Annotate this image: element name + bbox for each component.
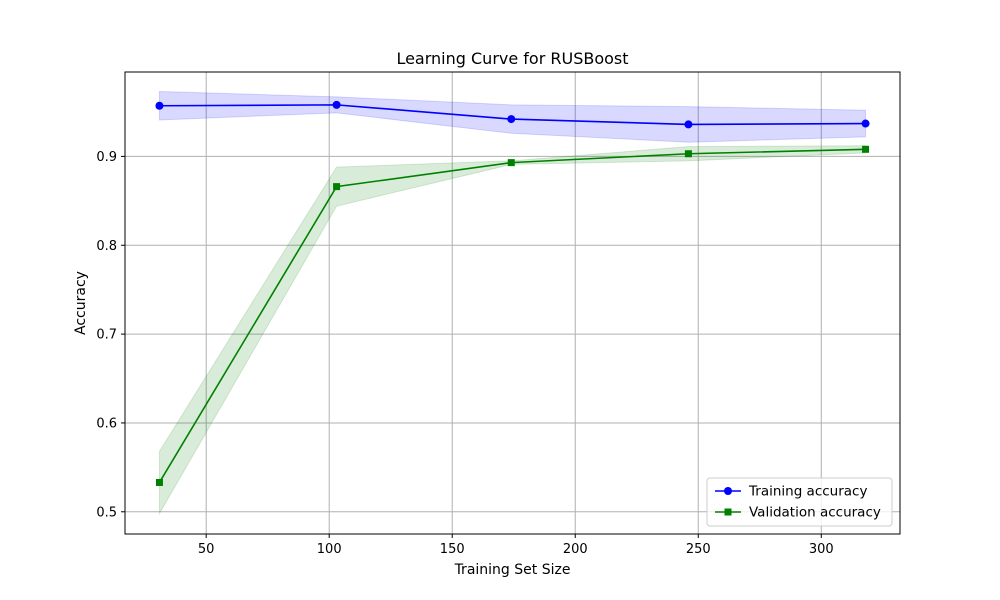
legend-validation-accuracy-marker xyxy=(724,508,732,516)
legend: Training accuracy Validation accuracy xyxy=(706,477,893,527)
validation-accuracy-point xyxy=(862,145,870,153)
training-accuracy-point xyxy=(155,101,164,110)
x-axis-label: Training Set Size xyxy=(454,562,571,578)
legend-validation-accuracy-label: Validation accuracy xyxy=(749,505,881,521)
validation-accuracy-point xyxy=(155,478,163,486)
plot-area-frame xyxy=(124,71,901,535)
x-tick-label: 50 xyxy=(198,542,215,557)
y-tick-label: 0.6 xyxy=(96,416,117,431)
x-tick-label: 250 xyxy=(686,542,711,557)
x-tick-label: 300 xyxy=(809,542,834,557)
training-accuracy-point xyxy=(684,120,693,129)
series-markers xyxy=(155,100,870,486)
validation-accuracy-point xyxy=(507,159,515,167)
legend-box xyxy=(706,477,893,527)
x-tick-label: 150 xyxy=(440,542,465,557)
x-tick-label: 200 xyxy=(563,542,588,557)
training-accuracy-point xyxy=(507,115,516,124)
training-accuracy-point xyxy=(861,119,870,128)
legend-training-accuracy-label: Training accuracy xyxy=(748,484,867,500)
validation-accuracy-band xyxy=(158,145,867,516)
chart-title: Learning Curve for RUSBoost xyxy=(396,49,628,68)
validation-accuracy-point xyxy=(333,183,341,191)
validation-accuracy-point xyxy=(684,150,692,158)
x-tick-label: 100 xyxy=(317,542,342,557)
y-axis-label: Accuracy xyxy=(73,271,89,335)
y-tick-label: 0.5 xyxy=(96,505,117,520)
y-tick-label: 0.8 xyxy=(96,239,117,254)
training-accuracy-point xyxy=(332,100,341,109)
axis-ticks: 50 100 150 200 250 300 0.5 0.6 0.7 0.8 0.9 xyxy=(96,150,833,557)
y-tick-label: 0.9 xyxy=(96,150,117,165)
legend-training-accuracy-marker xyxy=(724,487,732,495)
y-tick-label: 0.7 xyxy=(96,328,117,343)
